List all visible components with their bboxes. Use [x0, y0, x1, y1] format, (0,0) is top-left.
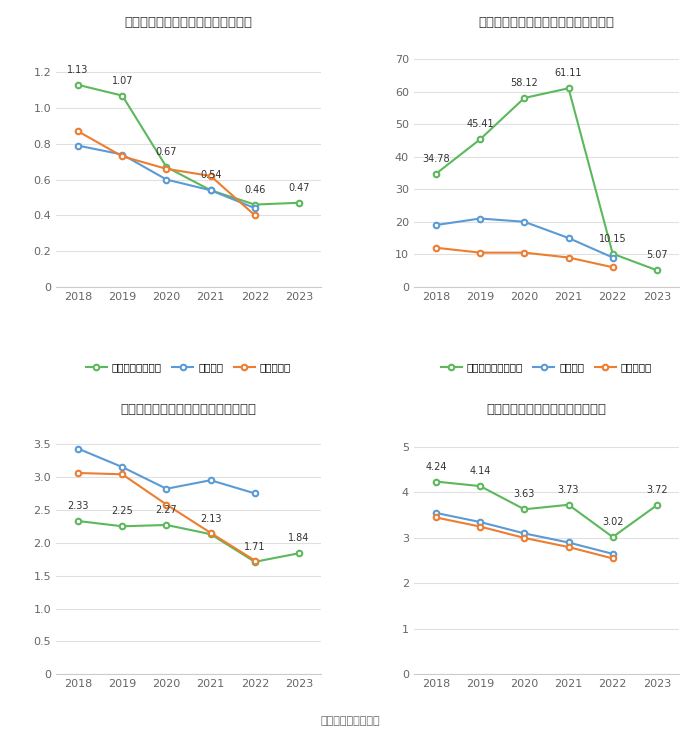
Text: 1.71: 1.71: [244, 542, 265, 552]
Text: 3.63: 3.63: [514, 490, 535, 499]
Text: 10.15: 10.15: [599, 234, 626, 244]
Text: 0.46: 0.46: [244, 185, 265, 194]
Text: 3.73: 3.73: [558, 485, 580, 495]
Text: 0.54: 0.54: [200, 170, 221, 180]
Text: 4.14: 4.14: [470, 466, 491, 476]
Title: 狄耐克历年存货周转率情况（次）: 狄耐克历年存货周转率情况（次）: [486, 403, 606, 416]
Text: 2.33: 2.33: [67, 501, 89, 511]
Text: 5.07: 5.07: [646, 250, 668, 260]
Title: 狄耐克历年总资产周转率情况（次）: 狄耐克历年总资产周转率情况（次）: [125, 15, 253, 29]
Text: 61.11: 61.11: [555, 68, 582, 78]
Legend: 公司固定资产周转率, 行业均值, 行业中位数: 公司固定资产周转率, 行业均值, 行业中位数: [437, 358, 657, 377]
Text: 0.67: 0.67: [155, 147, 177, 157]
Text: 34.78: 34.78: [422, 154, 450, 163]
Title: 狄耐克历年应收账款周转率情况（次）: 狄耐克历年应收账款周转率情况（次）: [120, 403, 257, 416]
Text: 58.12: 58.12: [510, 78, 538, 88]
Text: 1.84: 1.84: [288, 534, 309, 543]
Legend: 公司总资产周转率, 行业均值, 行业中位数: 公司总资产周转率, 行业均值, 行业中位数: [82, 358, 295, 377]
Text: 0.47: 0.47: [288, 183, 310, 193]
Text: 2.25: 2.25: [111, 507, 133, 516]
Text: 3.72: 3.72: [646, 485, 668, 496]
Text: 2.13: 2.13: [200, 514, 221, 524]
Text: 2.27: 2.27: [155, 505, 177, 515]
Text: 3.02: 3.02: [602, 517, 624, 527]
Text: 45.41: 45.41: [466, 119, 494, 129]
Title: 狄耐克历年固定资产周转率情况（次）: 狄耐克历年固定资产周转率情况（次）: [478, 15, 615, 29]
Text: 1.13: 1.13: [67, 65, 89, 75]
Text: 1.07: 1.07: [111, 75, 133, 86]
Text: 数据来源：恒生聚源: 数据来源：恒生聚源: [320, 715, 380, 726]
Text: 4.24: 4.24: [425, 462, 447, 471]
